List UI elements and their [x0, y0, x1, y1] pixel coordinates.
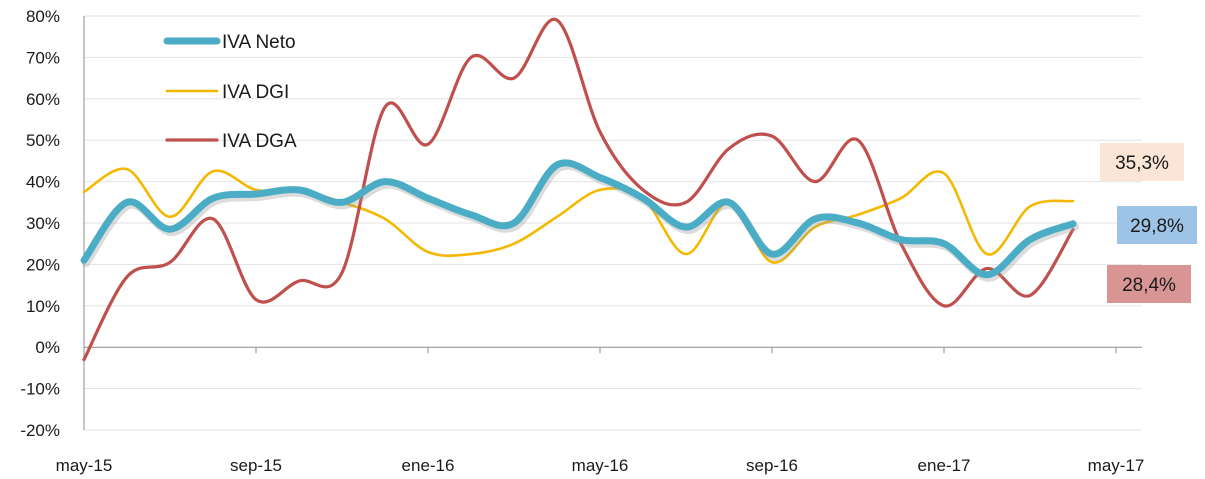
legend-label-iva-neto: IVA Neto [222, 32, 296, 53]
x-tick-label: ene-16 [402, 456, 455, 475]
y-tick-label: 10% [26, 297, 60, 316]
series-line-iva-dgi [82, 167, 1075, 264]
y-tick-label: 60% [26, 90, 60, 109]
y-tick-label: 30% [26, 214, 60, 233]
series-line-iva-dga [82, 17, 1075, 362]
y-tick-label: 20% [26, 255, 60, 274]
y-tick-label: 80% [26, 7, 60, 26]
end-value-labels: 35,3% 29,8% 28,4% [1100, 143, 1197, 303]
end-label-iva-dgi: 35,3% [1115, 153, 1169, 174]
y-tick-label: -20% [20, 421, 60, 440]
end-label-iva-dga: 28,4% [1122, 275, 1176, 296]
series-line-iva-neto [80, 159, 1077, 279]
y-tick-label: 40% [26, 173, 60, 192]
y-tick-label: 50% [26, 131, 60, 150]
x-tick-label: may-16 [572, 456, 629, 475]
y-tick-label: 70% [26, 48, 60, 67]
series-lines [80, 17, 1079, 362]
x-tick-label: may-17 [1088, 456, 1145, 475]
y-tick-label: -10% [20, 380, 60, 399]
end-label-iva-neto: 29,8% [1130, 216, 1184, 237]
legend-label-iva-dgi: IVA DGI [222, 82, 289, 103]
axes: 80% 70% 60% 50% 40% 30% 20% 10% 0% -10% -20% may-15… [20, 7, 1144, 475]
legend: IVA Neto IVA DGI IVA DGA [163, 32, 297, 152]
end-label-box-iva-neto [1117, 206, 1197, 244]
y-tick-label: 0% [35, 338, 60, 357]
legend-label-iva-dga: IVA DGA [222, 131, 297, 152]
end-label-box-iva-dgi [1100, 143, 1184, 181]
x-tick-label: may-15 [56, 456, 113, 475]
x-tick-label: sep-16 [746, 456, 798, 475]
x-tick-label: sep-15 [230, 456, 282, 475]
gridlines [84, 15, 1142, 431]
end-label-box-iva-dga [1107, 265, 1191, 303]
x-tick-label: ene-17 [918, 456, 971, 475]
